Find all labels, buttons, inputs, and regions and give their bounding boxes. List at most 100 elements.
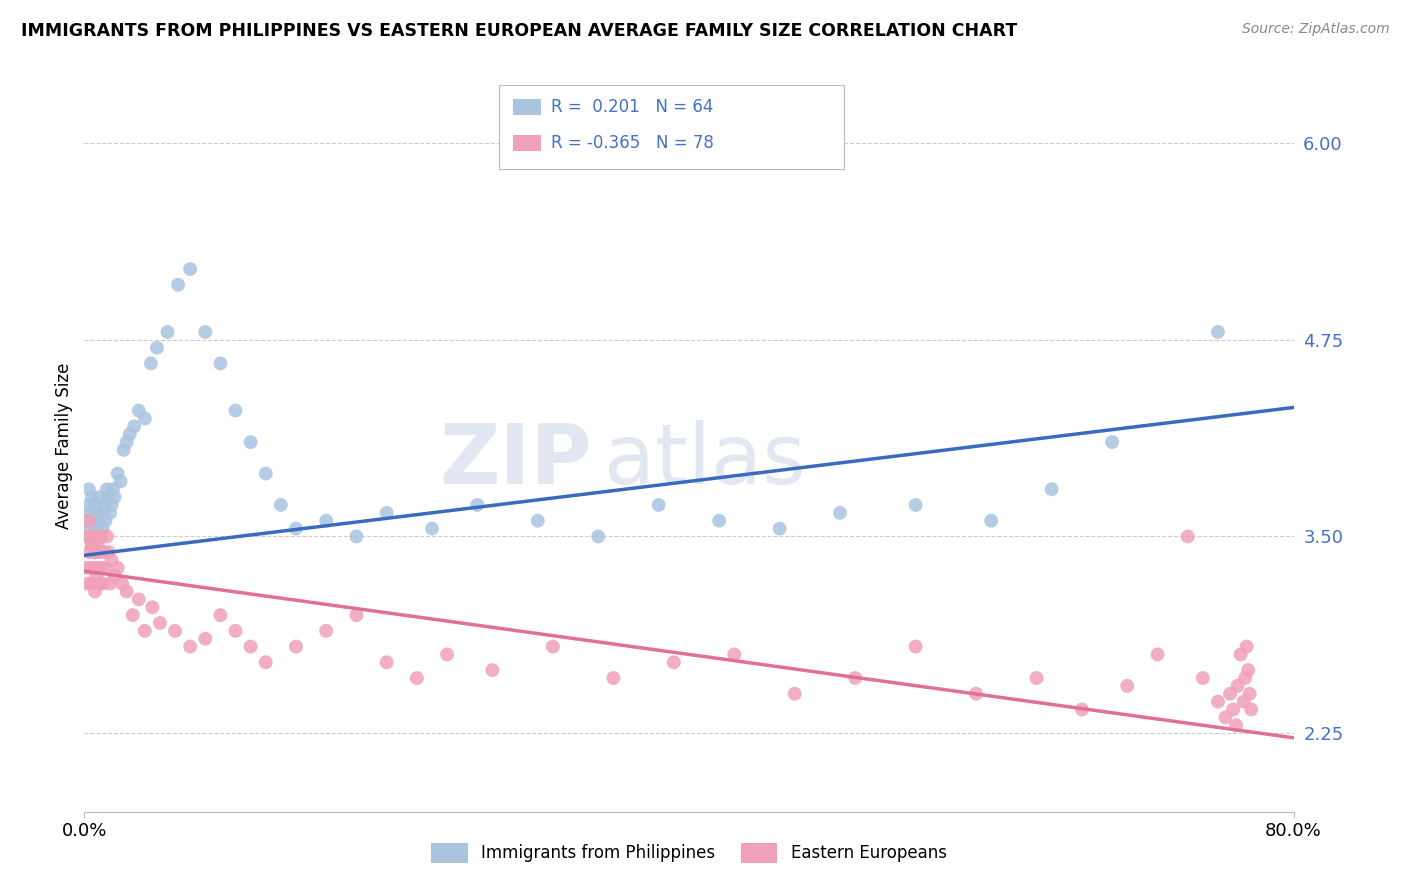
Point: [346, 529, 368, 543]
Point: [121, 608, 143, 623]
Point: [91, 576, 114, 591]
Point: [285, 522, 308, 536]
Point: [1226, 679, 1249, 693]
Point: [1219, 687, 1241, 701]
Point: [830, 506, 852, 520]
Point: [107, 467, 129, 481]
Point: [179, 640, 201, 654]
Point: [209, 356, 232, 370]
Point: [254, 467, 277, 481]
Point: [82, 561, 104, 575]
Point: [97, 490, 120, 504]
Point: [194, 325, 217, 339]
Point: [346, 608, 368, 623]
Point: [1229, 648, 1251, 662]
Point: [904, 498, 927, 512]
Point: [82, 514, 104, 528]
Point: [86, 568, 108, 582]
Legend: Immigrants from Philippines, Eastern Europeans: Immigrants from Philippines, Eastern Eur…: [425, 837, 953, 869]
Point: [315, 624, 337, 638]
Point: [87, 537, 110, 551]
Point: [167, 277, 190, 292]
Point: [80, 537, 103, 551]
Point: [89, 490, 111, 504]
Point: [904, 640, 927, 654]
Text: R =  0.201   N = 64: R = 0.201 N = 64: [551, 98, 713, 116]
Point: [84, 545, 107, 559]
Point: [87, 529, 110, 543]
Point: [146, 341, 169, 355]
Point: [156, 325, 179, 339]
Point: [86, 522, 108, 536]
Point: [406, 671, 429, 685]
Point: [1071, 702, 1094, 716]
Point: [128, 592, 150, 607]
Point: [141, 600, 163, 615]
Point: [98, 506, 121, 520]
Point: [94, 514, 117, 528]
Point: [75, 561, 97, 575]
Point: [648, 498, 671, 512]
Point: [1101, 435, 1123, 450]
Point: [122, 419, 145, 434]
Point: [76, 576, 98, 591]
Point: [436, 648, 458, 662]
Point: [602, 671, 624, 685]
Point: [84, 545, 107, 559]
Point: [1236, 640, 1258, 654]
Text: atlas: atlas: [605, 420, 806, 501]
Point: [209, 608, 232, 623]
Point: [91, 506, 114, 520]
Point: [77, 498, 100, 512]
Point: [112, 442, 135, 457]
Point: [79, 506, 101, 520]
Point: [1146, 648, 1168, 662]
Point: [100, 553, 122, 567]
Point: [844, 671, 866, 685]
Point: [110, 475, 132, 489]
Point: [84, 584, 107, 599]
Text: R = -0.365   N = 78: R = -0.365 N = 78: [551, 134, 714, 152]
Point: [225, 624, 247, 638]
Point: [89, 576, 111, 591]
Point: [96, 529, 118, 543]
Y-axis label: Average Family Size: Average Family Size: [55, 363, 73, 529]
Point: [420, 522, 443, 536]
Point: [90, 561, 112, 575]
Point: [467, 498, 489, 512]
Point: [254, 655, 277, 669]
Point: [481, 663, 503, 677]
Point: [86, 506, 108, 520]
Point: [86, 529, 108, 543]
Point: [1225, 718, 1247, 732]
Point: [1240, 702, 1263, 716]
Point: [104, 490, 127, 504]
Point: [1116, 679, 1139, 693]
Point: [96, 482, 118, 496]
Point: [97, 545, 120, 559]
Point: [1237, 663, 1260, 677]
Point: [128, 403, 150, 417]
Point: [179, 262, 201, 277]
Point: [90, 529, 112, 543]
Point: [239, 640, 262, 654]
Point: [965, 687, 987, 701]
Point: [149, 615, 172, 630]
Point: [115, 435, 138, 450]
Point: [375, 506, 398, 520]
Point: [1192, 671, 1215, 685]
Point: [1206, 695, 1229, 709]
Point: [118, 427, 141, 442]
Point: [79, 561, 101, 575]
Text: IMMIGRANTS FROM PHILIPPINES VS EASTERN EUROPEAN AVERAGE FAMILY SIZE CORRELATION : IMMIGRANTS FROM PHILIPPINES VS EASTERN E…: [21, 22, 1018, 40]
Point: [90, 529, 112, 543]
Point: [285, 640, 308, 654]
Point: [769, 522, 792, 536]
Point: [723, 648, 745, 662]
Point: [93, 545, 115, 559]
Point: [87, 561, 110, 575]
Point: [79, 522, 101, 536]
Point: [76, 529, 98, 543]
Point: [104, 568, 127, 582]
Point: [77, 545, 100, 559]
